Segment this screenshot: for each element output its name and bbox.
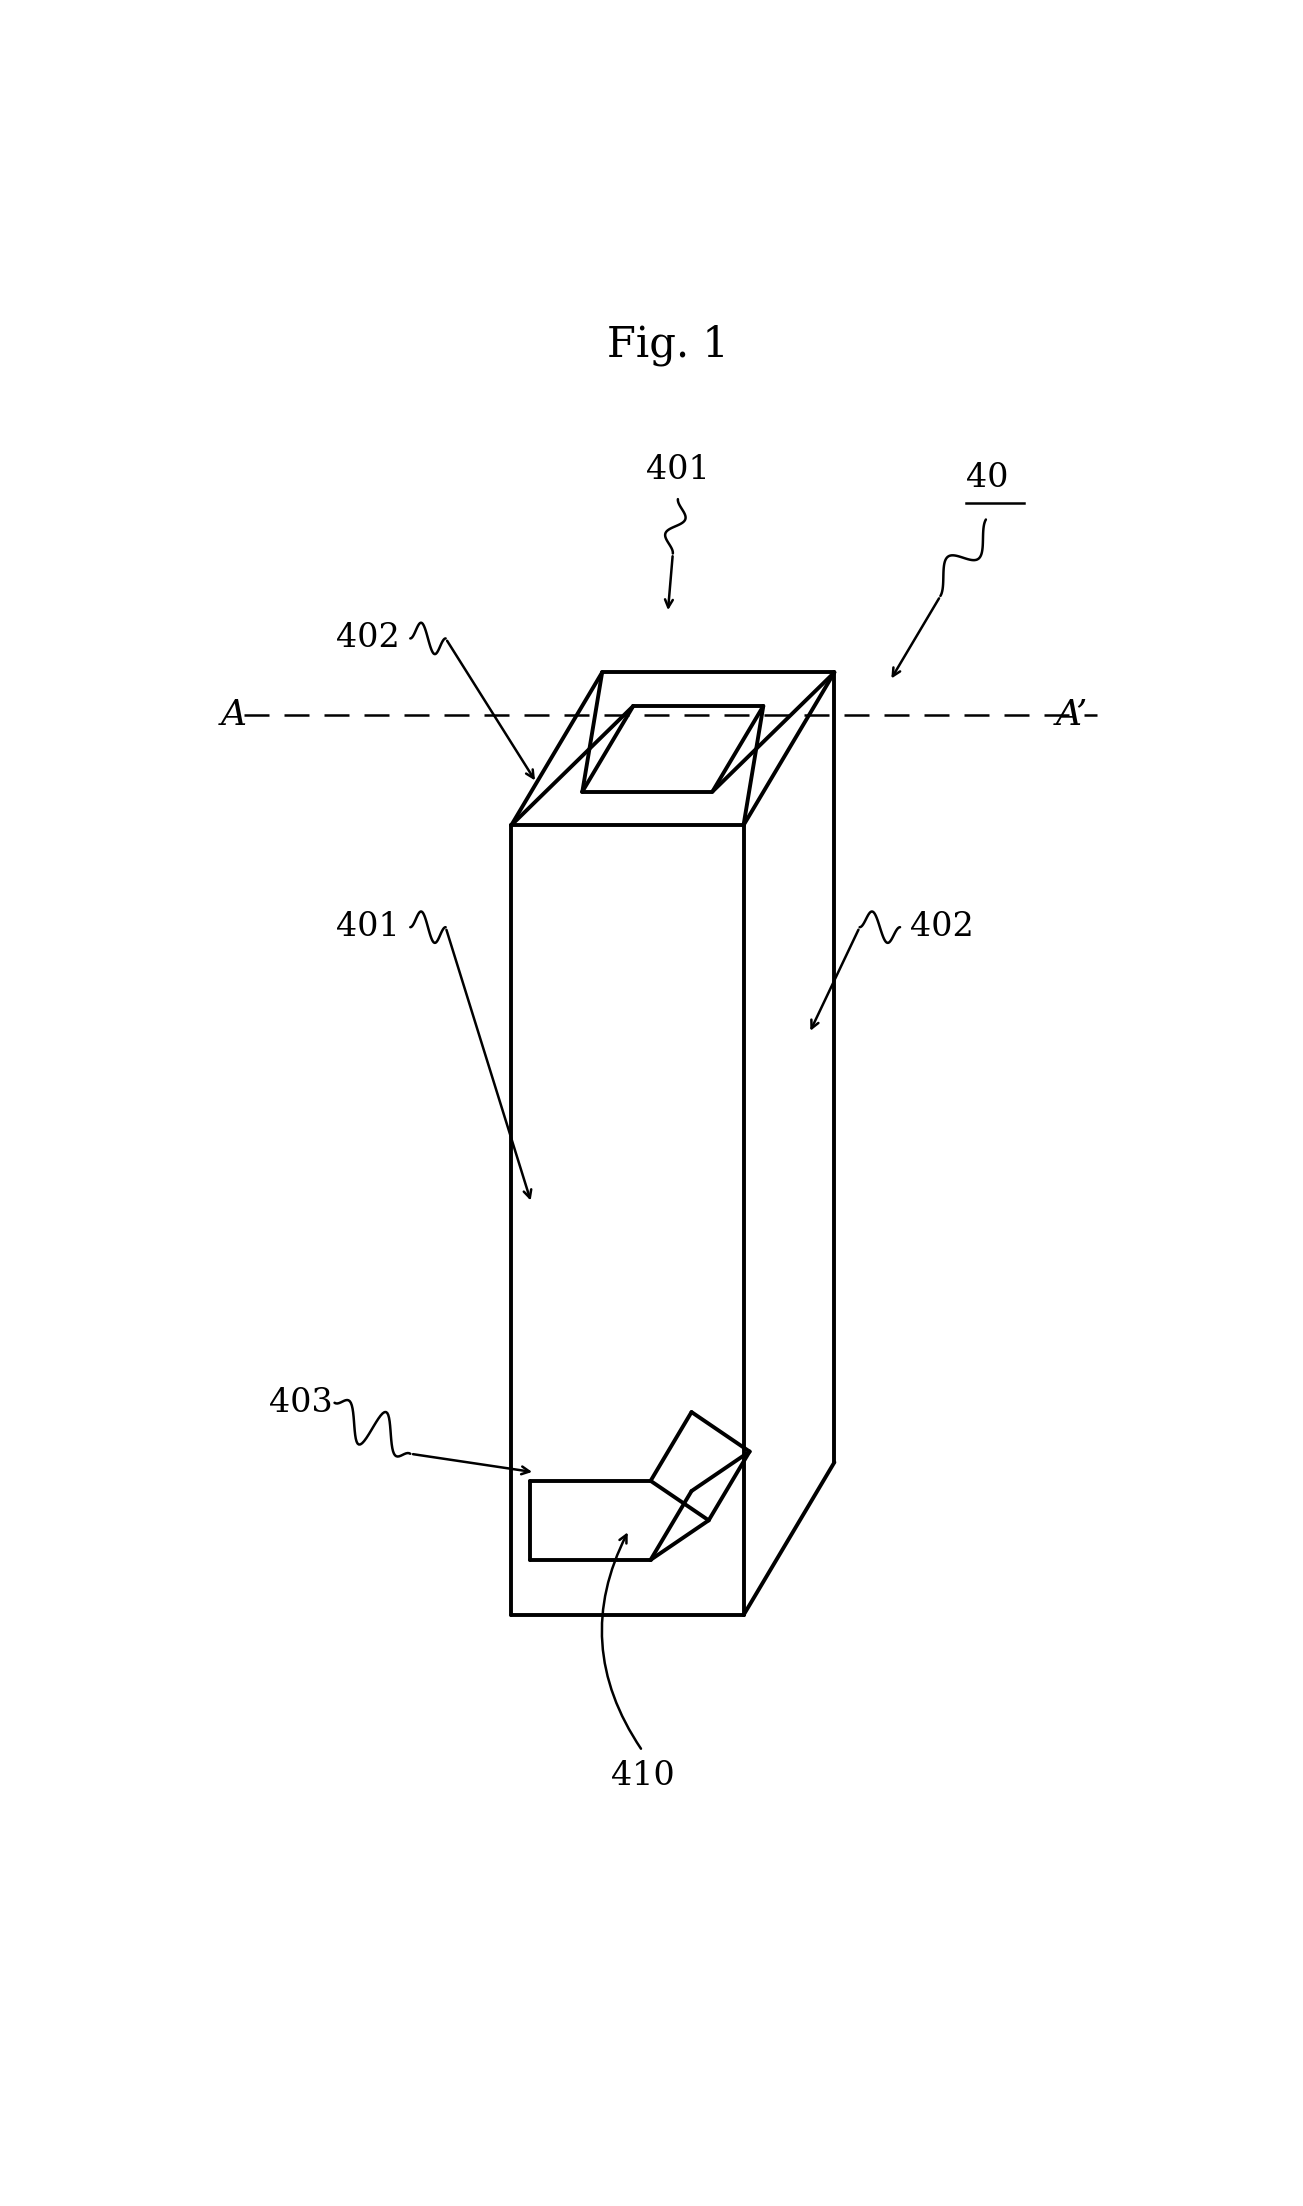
Text: 40: 40 [966, 461, 1009, 494]
Text: 402: 402 [336, 622, 400, 655]
Text: A’: A’ [1055, 697, 1088, 732]
Text: Fig. 1: Fig. 1 [607, 324, 728, 366]
Text: 401: 401 [336, 911, 400, 944]
Text: 403: 403 [268, 1388, 332, 1418]
Text: 410: 410 [611, 1760, 675, 1791]
Text: 402: 402 [909, 911, 973, 944]
Text: A: A [220, 697, 246, 732]
Text: 401: 401 [646, 454, 710, 485]
